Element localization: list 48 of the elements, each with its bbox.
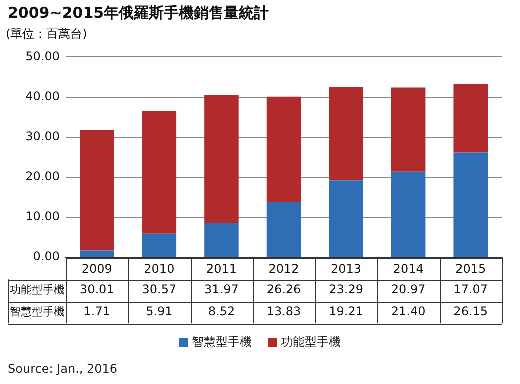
- data-label: 17.07: [454, 282, 488, 297]
- text: 功能型手機: [10, 283, 65, 296]
- data-label: 19.21: [329, 304, 364, 319]
- y-tick-label: 30.00: [26, 129, 60, 144]
- y-tick-label: 40.00: [26, 89, 60, 104]
- bar: [142, 234, 177, 258]
- legend-label: 功能型手機: [280, 334, 341, 351]
- y-tick-label: 0.00: [33, 250, 60, 264]
- bar: [391, 172, 426, 258]
- bar: [204, 223, 239, 258]
- y-tick-label: 50.00: [26, 49, 60, 64]
- bar: [80, 130, 114, 251]
- bar: [329, 180, 364, 258]
- data-label: 21.40: [391, 304, 426, 319]
- data-label: 30.57: [142, 282, 177, 297]
- data-label: 13.83: [266, 304, 302, 319]
- chart-title: 2009~2015年俄羅斯手機銷售量統計: [8, 4, 270, 23]
- data-label: 1.71: [84, 304, 110, 319]
- data-label: 20.97: [391, 282, 426, 297]
- x-tick-label: 2010: [144, 262, 175, 276]
- y-tick-label: 20.00: [26, 170, 60, 184]
- bar: [391, 88, 426, 172]
- x-tick-label: 2015: [456, 262, 486, 276]
- data-label: 31.97: [204, 282, 239, 297]
- x-tick-label: 2009: [82, 262, 112, 276]
- bar: [204, 95, 239, 224]
- data-label: 5.91: [146, 304, 173, 319]
- data-label: 8.52: [208, 304, 236, 319]
- x-tick-label: 2012: [268, 262, 300, 276]
- text: 智慧型手機: [10, 305, 65, 318]
- data-label: 26.26: [266, 282, 302, 297]
- y-tick-label: 10.00: [26, 210, 60, 224]
- bar: [329, 87, 364, 181]
- bar: [454, 84, 488, 153]
- bar: [266, 96, 302, 202]
- data-label: 23.29: [329, 282, 364, 297]
- data-label: 26.15: [454, 304, 488, 319]
- bar: [266, 202, 302, 258]
- x-tick-label: 2013: [331, 262, 362, 276]
- source-note: Source: Jan., 2016: [8, 362, 118, 376]
- data-label: 30.01: [80, 282, 114, 297]
- legend-label: 智慧型手機: [191, 334, 252, 351]
- x-tick-label: 2011: [206, 262, 237, 276]
- bar: [142, 111, 177, 234]
- chart-subtitle: (單位：百萬台): [6, 26, 88, 43]
- bar: [454, 152, 488, 258]
- x-tick-label: 2014: [393, 262, 424, 276]
- bar: [80, 250, 114, 258]
